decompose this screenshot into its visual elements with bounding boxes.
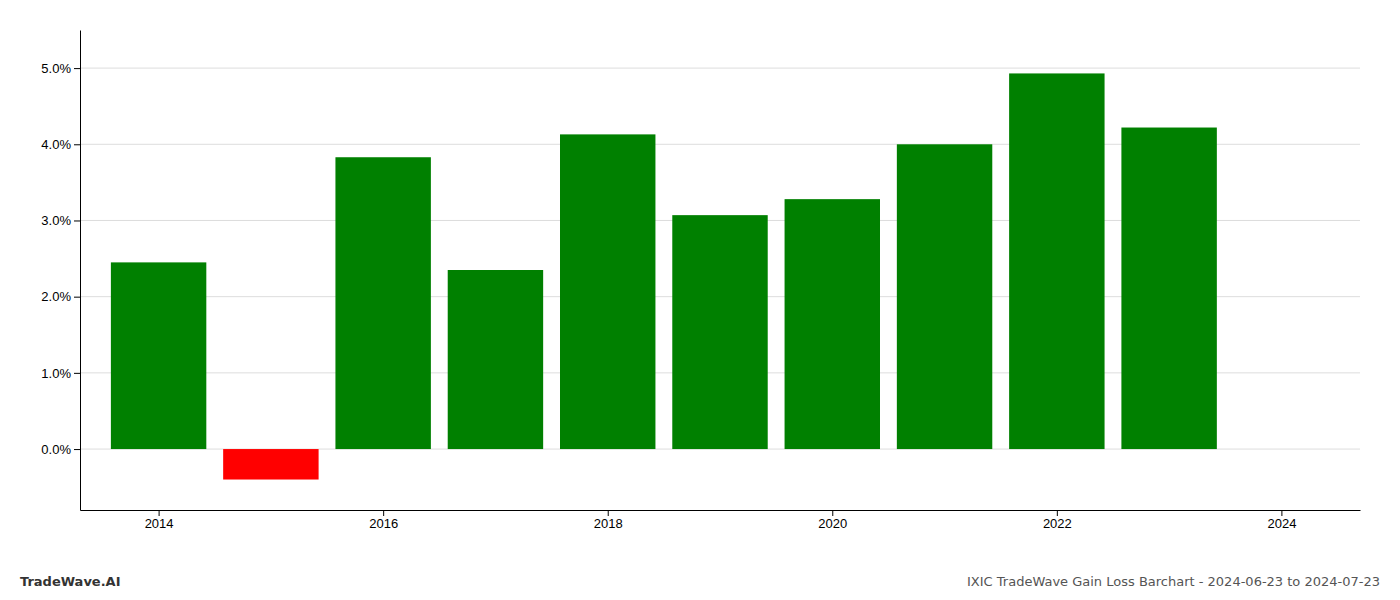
bar xyxy=(785,199,880,449)
x-tick: 2018 xyxy=(594,510,623,531)
bar xyxy=(560,134,655,449)
x-tick: 2014 xyxy=(145,510,174,531)
bar xyxy=(897,144,992,449)
x-axis: 2014 2016 2018 2020 2022 2024 xyxy=(81,510,1361,531)
grid xyxy=(80,68,1360,449)
x-tick: 2024 xyxy=(1267,510,1296,531)
y-axis: 0.0% 1.0% 2.0% 3.0% 4.0% 5.0% xyxy=(41,31,80,511)
bar xyxy=(111,262,206,449)
y-tick-label: 5.0% xyxy=(41,61,71,76)
bar xyxy=(335,157,430,449)
y-tick-label: 4.0% xyxy=(41,137,71,152)
chart-container: 2014 2016 2018 2020 2022 2024 0.0% 1.0% 2.0% 3.0%… xyxy=(0,0,1400,600)
y-tick-label: 0.0% xyxy=(41,442,71,457)
grid-line xyxy=(80,68,1360,69)
x-tick-mark xyxy=(383,510,384,516)
y-tick: 5.0% xyxy=(41,61,80,76)
x-tick-mark xyxy=(1057,510,1058,516)
x-tick-label: 2014 xyxy=(145,516,174,531)
bar xyxy=(223,449,318,479)
y-tick-mark xyxy=(74,220,80,221)
bar xyxy=(1121,128,1216,450)
y-tick: 4.0% xyxy=(41,137,80,152)
y-tick-mark xyxy=(74,373,80,374)
bar xyxy=(672,215,767,449)
y-tick: 0.0% xyxy=(41,442,80,457)
watermark: TradeWave.AI xyxy=(20,574,121,589)
y-tick-label: 1.0% xyxy=(41,366,71,381)
y-tick-mark xyxy=(74,68,80,69)
y-tick-mark xyxy=(74,449,80,450)
y-tick: 2.0% xyxy=(41,289,80,304)
bars xyxy=(111,73,1217,479)
x-tick-label: 2018 xyxy=(594,516,623,531)
x-tick-label: 2016 xyxy=(369,516,398,531)
y-tick: 3.0% xyxy=(41,213,80,228)
y-tick: 1.0% xyxy=(41,366,80,381)
bar xyxy=(1009,73,1104,449)
x-tick: 2016 xyxy=(369,510,398,531)
y-tick-mark xyxy=(74,144,80,145)
title: IXIC TradeWave Gain Loss Barchart - 2024… xyxy=(967,574,1380,589)
bar xyxy=(448,270,543,449)
x-tick-label: 2024 xyxy=(1267,516,1296,531)
chart-svg: 2014 2016 2018 2020 2022 2024 0.0% 1.0% 2.0% 3.0%… xyxy=(0,0,1400,600)
x-tick-mark xyxy=(608,510,609,516)
x-tick-label: 2022 xyxy=(1043,516,1072,531)
x-tick-mark xyxy=(159,510,160,516)
x-tick-mark xyxy=(1281,510,1282,516)
x-tick: 2022 xyxy=(1043,510,1072,531)
y-tick-label: 2.0% xyxy=(41,289,71,304)
y-tick-mark xyxy=(74,297,80,298)
y-axis-line xyxy=(80,31,81,511)
x-axis-line xyxy=(81,510,1361,511)
y-tick-label: 3.0% xyxy=(41,213,71,228)
x-tick-label: 2020 xyxy=(818,516,847,531)
x-tick: 2020 xyxy=(818,510,847,531)
x-tick-mark xyxy=(832,510,833,516)
